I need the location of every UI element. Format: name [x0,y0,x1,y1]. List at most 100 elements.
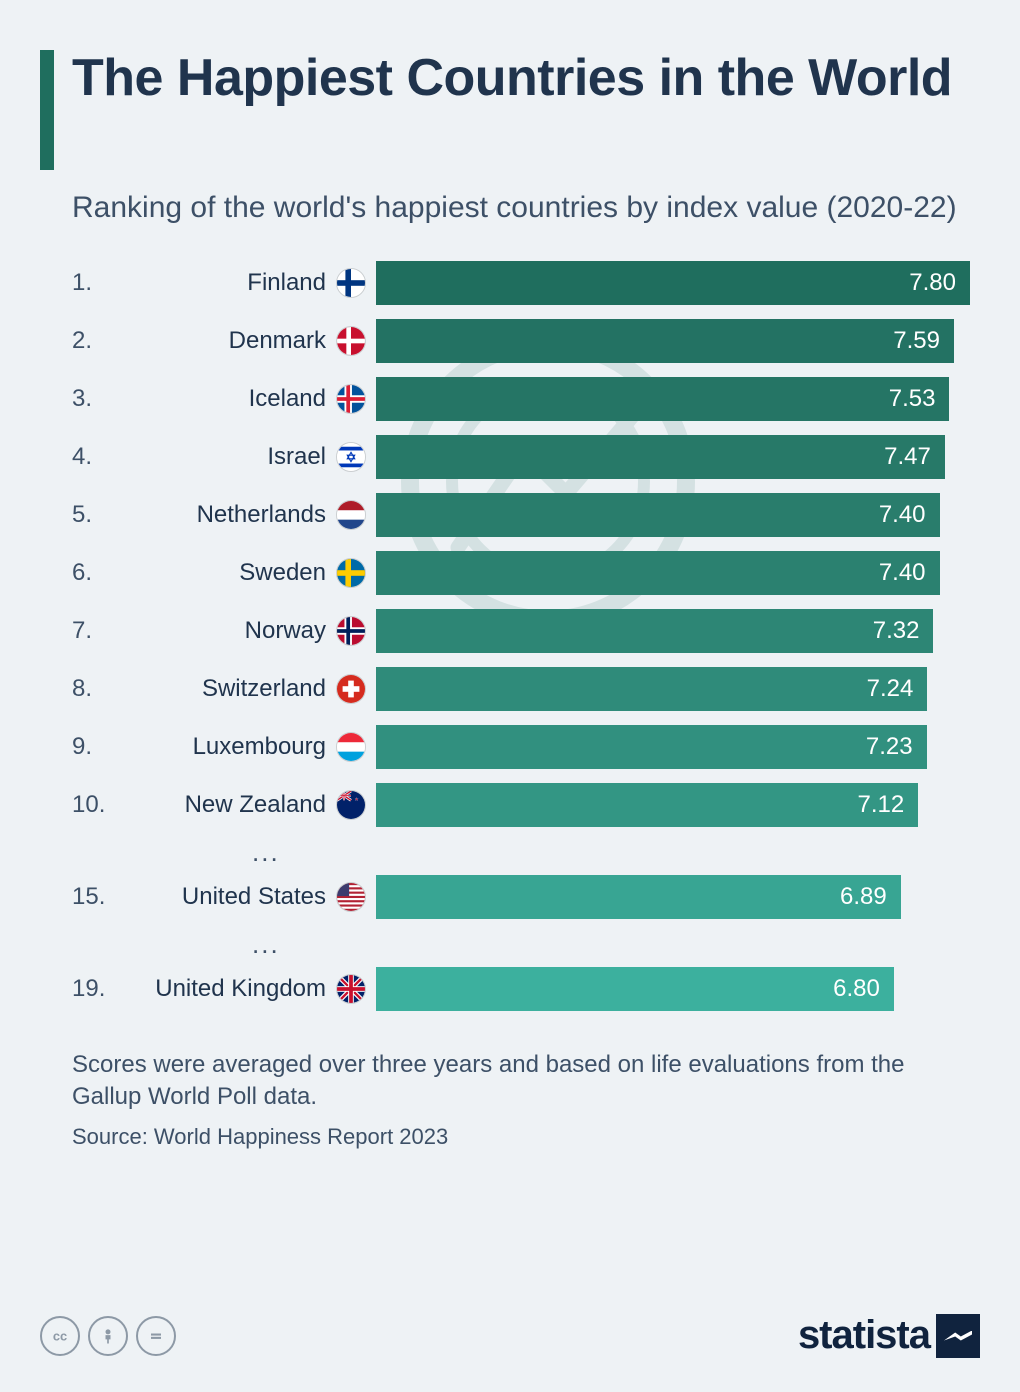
bar-value: 7.24 [867,675,914,703]
chart-row: 6.Sweden 7.40 [72,547,970,599]
bar-track: 6.80 [376,967,970,1011]
bar: 7.80 [376,261,970,305]
accent-bar [40,50,54,170]
chart-row: 9.Luxembourg 7.23 [72,721,970,773]
bar-value: 7.53 [889,385,936,413]
bar-value: 7.40 [879,559,926,587]
svg-text:cc: cc [53,1328,67,1343]
bar-track: 7.12 [376,783,970,827]
footer: cc statista [40,1313,980,1358]
attribution-icon [88,1316,128,1356]
country-label: United States [118,883,336,911]
bar: 7.32 [376,609,933,653]
rank-label: 5. [72,501,118,529]
chart-row: 4.Israel 7.47 [72,431,970,483]
bar-value: 7.12 [857,791,904,819]
flag-icon [336,442,366,472]
chart-row: 7.Norway 7.32 [72,605,970,657]
bar-track: 7.53 [376,377,970,421]
bar-track: 7.24 [376,667,970,711]
country-label: Norway [118,617,336,645]
country-label: United Kingdom [118,975,336,1003]
flag-icon [336,384,366,414]
bar: 7.40 [376,551,940,595]
country-label: Iceland [118,385,336,413]
bar-value: 6.80 [833,975,880,1003]
bar-track: 7.59 [376,319,970,363]
country-label: Netherlands [118,501,336,529]
country-label: Israel [118,443,336,471]
country-label: Denmark [118,327,336,355]
country-label: New Zealand [118,791,336,819]
rank-label: 4. [72,443,118,471]
flag-icon [336,974,366,1004]
bar-track: 7.40 [376,493,970,537]
bar-track: 7.80 [376,261,970,305]
rank-label: 19. [72,975,118,1003]
flag-icon [336,616,366,646]
bar-value: 7.59 [893,327,940,355]
chart-row: 15.United States 6.89 [72,871,970,923]
bar-track: 7.47 [376,435,970,479]
bar: 7.12 [376,783,918,827]
chart-title: The Happiest Countries in the World [72,50,952,107]
statista-mark-icon [936,1314,980,1358]
chart-source: Source: World Happiness Report 2023 [72,1124,980,1150]
rank-label: 8. [72,675,118,703]
rank-label: 9. [72,733,118,761]
flag-icon [336,326,366,356]
bar: 7.40 [376,493,940,537]
flag-icon [336,790,366,820]
country-label: Finland [118,269,336,297]
rank-label: 6. [72,559,118,587]
rank-label: 1. [72,269,118,297]
chart-row: 5.Netherlands 7.40 [72,489,970,541]
chart-note: Scores were averaged over three years an… [72,1049,980,1114]
country-label: Sweden [118,559,336,587]
bar-value: 6.89 [840,883,887,911]
bar: 7.53 [376,377,949,421]
bar: 6.80 [376,967,894,1011]
statista-logo: statista [798,1313,980,1358]
rank-label: 7. [72,617,118,645]
country-label: Luxembourg [118,733,336,761]
bar: 7.59 [376,319,954,363]
bar-value: 7.80 [909,269,956,297]
flag-icon [336,732,366,762]
rank-label: 3. [72,385,118,413]
bar: 7.23 [376,725,927,769]
chart-row: 10.New Zealand 7.12 [72,779,970,831]
bar-track: 7.32 [376,609,970,653]
chart-row: 3.Iceland 7.53 [72,373,970,425]
chart-row: 19.United Kingdom 6.80 [72,963,970,1015]
chart-row: 8.Switzerland 7.24 [72,663,970,715]
chart-row: 2.Denmark 7.59 [72,315,970,367]
flag-icon [336,882,366,912]
rank-label: 2. [72,327,118,355]
chart-row: 1.Finland 7.80 [72,257,970,309]
flag-icon [336,558,366,588]
noderivs-icon [136,1316,176,1356]
country-label: Switzerland [118,675,336,703]
bar-value: 7.47 [884,443,931,471]
bar: 6.89 [376,875,901,919]
bar-track: 6.89 [376,875,970,919]
flag-icon [336,674,366,704]
rank-label: 15. [72,883,118,911]
bar: 7.47 [376,435,945,479]
bar-value: 7.32 [873,617,920,645]
cc-icon: cc [40,1316,80,1356]
bar-value: 7.40 [879,501,926,529]
flag-icon [336,268,366,298]
bar-value: 7.23 [866,733,913,761]
cc-license-icons: cc [40,1316,176,1356]
header: The Happiest Countries in the World [40,50,980,170]
chart-subtitle: Ranking of the world's happiest countrie… [72,188,980,227]
bar: 7.24 [376,667,927,711]
bar-chart: 1.Finland 7.80 2.Denmark 7.59 3.Iceland 7.53 4… [72,257,970,1015]
brand-label: statista [798,1313,930,1358]
ellipsis: ... [72,837,970,871]
flag-icon [336,500,366,530]
rank-label: 10. [72,791,118,819]
bar-track: 7.40 [376,551,970,595]
